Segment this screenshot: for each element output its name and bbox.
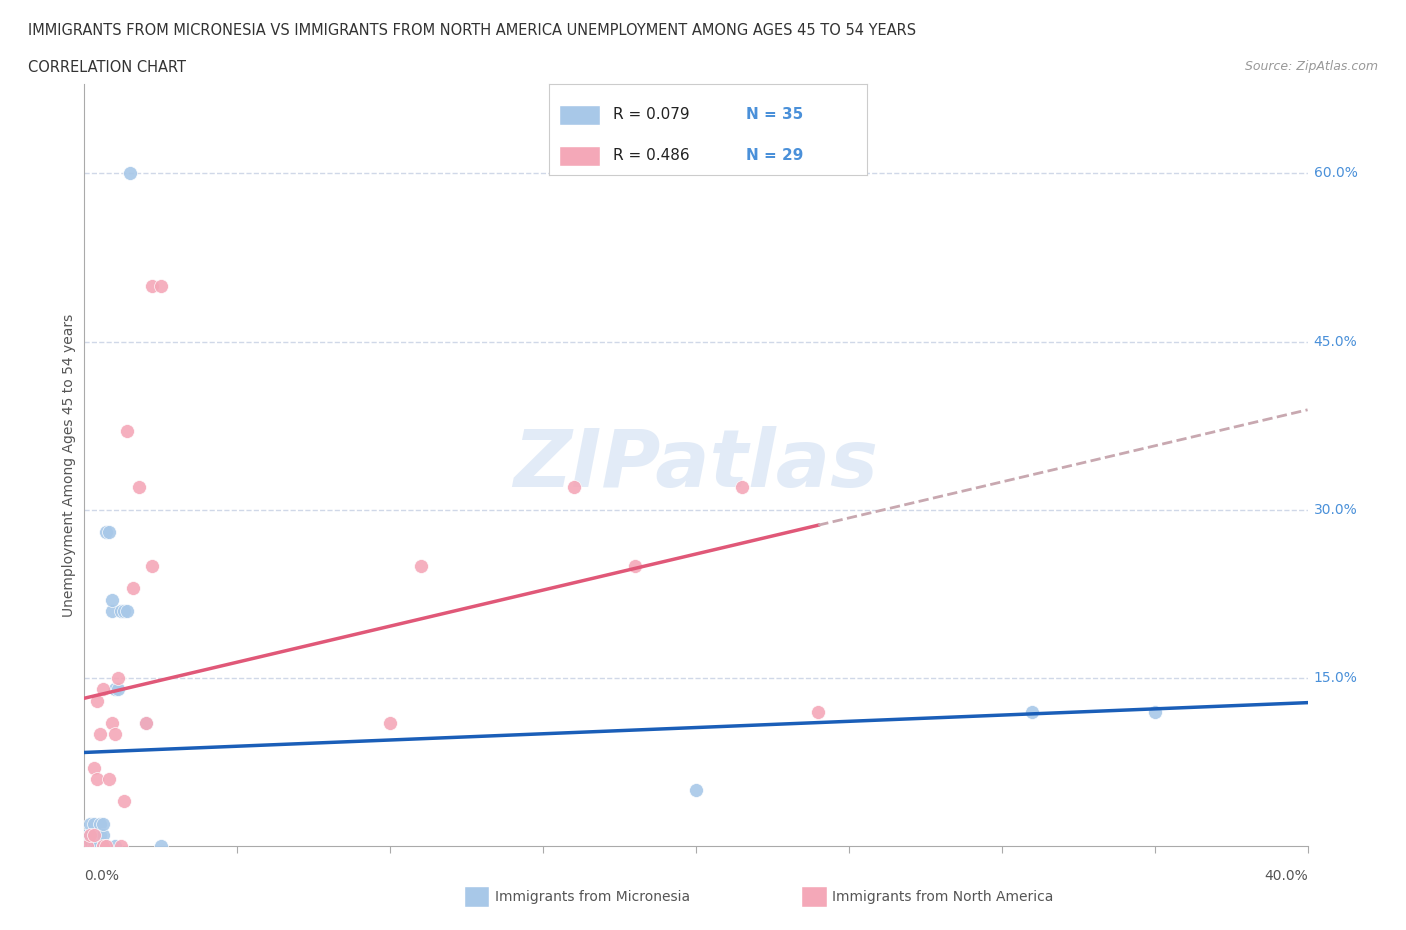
Point (1021, 704, 1043, 719)
Bar (558, 105, 600, 125)
Point (91, 682, 114, 697)
Point (110, 839, 132, 854)
Point (101, 592, 124, 607)
Point (112, 604, 135, 618)
Text: 15.0%: 15.0% (1313, 671, 1358, 685)
Point (83, 839, 105, 854)
Point (122, 581, 145, 596)
Point (1143, 704, 1166, 719)
Point (624, 559, 647, 574)
Point (409, 559, 432, 574)
Point (79, 833, 101, 848)
Point (91, 828, 114, 843)
Point (149, 839, 172, 854)
Point (97, 772, 120, 787)
Point (76, 839, 98, 854)
Point (94, 525, 117, 539)
Point (83, 761, 105, 776)
Point (79, 828, 101, 843)
Text: 30.0%: 30.0% (1313, 503, 1357, 517)
Point (149, 278, 172, 293)
Point (101, 715, 124, 730)
Point (91, 839, 114, 854)
Text: ZIPatlas: ZIPatlas (513, 426, 879, 504)
Point (731, 480, 754, 495)
Point (89, 726, 111, 741)
Point (94, 839, 117, 854)
Point (101, 604, 124, 618)
Text: Immigrants from North America: Immigrants from North America (832, 889, 1053, 904)
Point (86, 839, 108, 854)
Point (380, 715, 402, 730)
Point (562, 480, 585, 495)
Point (115, 424, 138, 439)
Point (685, 783, 707, 798)
Point (79, 839, 101, 854)
Text: 45.0%: 45.0% (1313, 335, 1357, 349)
Text: N = 29: N = 29 (747, 149, 804, 164)
Point (79, 817, 101, 831)
Point (83, 817, 105, 831)
Text: N = 35: N = 35 (747, 107, 804, 123)
Text: 40.0%: 40.0% (1264, 870, 1308, 884)
Point (141, 559, 163, 574)
Point (79, 828, 101, 843)
Point (89, 828, 111, 843)
Point (120, 166, 142, 180)
Text: 0.0%: 0.0% (84, 870, 120, 884)
Text: Immigrants from Micronesia: Immigrants from Micronesia (495, 889, 690, 904)
Text: Source: ZipAtlas.com: Source: ZipAtlas.com (1244, 60, 1378, 73)
Y-axis label: Unemployment Among Ages 45 to 54 years: Unemployment Among Ages 45 to 54 years (62, 313, 76, 617)
Point (94, 839, 117, 854)
Text: R = 0.486: R = 0.486 (613, 149, 689, 164)
Text: R = 0.079: R = 0.079 (613, 107, 689, 123)
Point (91, 817, 114, 831)
Point (807, 704, 830, 719)
Point (104, 839, 127, 854)
Point (76, 839, 98, 854)
Point (76, 833, 98, 848)
Point (76, 828, 98, 843)
Point (141, 278, 163, 293)
Point (104, 682, 127, 697)
Point (104, 726, 127, 741)
Point (135, 715, 157, 730)
Text: IMMIGRANTS FROM MICRONESIA VS IMMIGRANTS FROM NORTH AMERICA UNEMPLOYMENT AMONG A: IMMIGRANTS FROM MICRONESIA VS IMMIGRANTS… (28, 23, 917, 38)
Point (86, 772, 108, 787)
Point (112, 794, 135, 809)
Point (115, 604, 138, 618)
Text: 60.0%: 60.0% (1313, 166, 1358, 180)
Text: CORRELATION CHART: CORRELATION CHART (28, 60, 186, 75)
Point (83, 828, 105, 843)
Point (107, 682, 129, 697)
Bar (558, 146, 600, 166)
Point (83, 833, 105, 848)
Point (86, 833, 108, 848)
Point (110, 604, 132, 618)
Point (97, 525, 120, 539)
Point (128, 480, 150, 495)
Point (107, 671, 129, 685)
Point (135, 715, 157, 730)
Point (89, 817, 111, 831)
Point (83, 828, 105, 843)
Point (86, 693, 108, 708)
Point (91, 839, 114, 854)
